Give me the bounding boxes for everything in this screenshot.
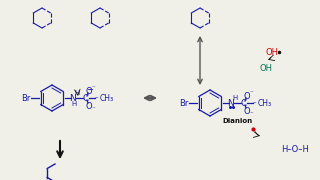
Text: H: H: [232, 95, 238, 101]
Text: OH: OH: [266, 48, 278, 57]
Text: Br: Br: [179, 98, 189, 107]
Text: O: O: [86, 102, 92, 111]
Text: –: –: [95, 94, 99, 100]
Text: H: H: [74, 90, 80, 96]
Text: H: H: [71, 101, 76, 107]
Text: ⁻: ⁻: [91, 106, 95, 112]
Text: Dianion: Dianion: [222, 118, 252, 124]
Text: H–O–H: H–O–H: [281, 145, 309, 154]
Text: N: N: [228, 98, 234, 107]
Text: O: O: [86, 87, 92, 96]
Text: CH₃: CH₃: [258, 98, 272, 107]
Text: CH₃: CH₃: [100, 93, 114, 102]
Text: O: O: [244, 107, 250, 116]
Text: O: O: [244, 91, 250, 100]
Text: OH: OH: [260, 64, 273, 73]
Text: –: –: [253, 99, 257, 105]
Text: C: C: [83, 93, 89, 102]
Text: N: N: [70, 93, 76, 102]
Text: C: C: [241, 98, 247, 107]
Text: ⁻: ⁻: [91, 85, 95, 91]
Text: ⁻: ⁻: [249, 111, 253, 117]
Text: ⁻: ⁻: [249, 90, 253, 96]
Text: Br: Br: [21, 93, 31, 102]
